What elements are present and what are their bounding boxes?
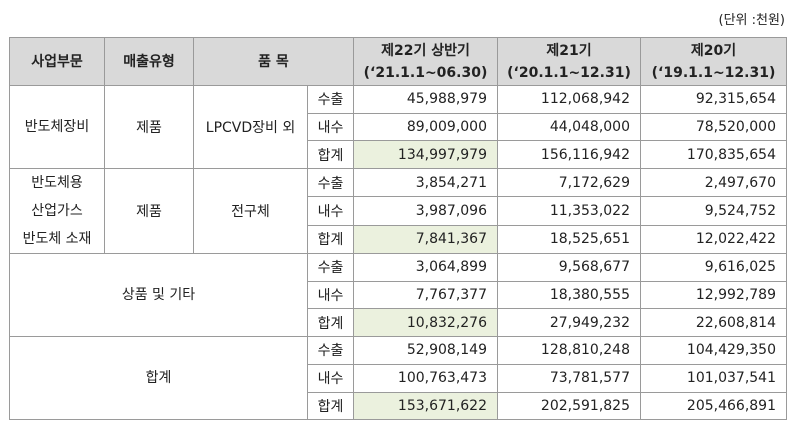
row-label: 합계 bbox=[307, 391, 354, 421]
value-cell: 112,068,942 bbox=[497, 85, 641, 114]
value-cell: 7,767,377 bbox=[353, 280, 498, 310]
value-cell: 89,009,000 bbox=[353, 112, 498, 142]
segment-line: 반도체용 bbox=[31, 175, 83, 192]
row-label: 내수 bbox=[307, 112, 354, 142]
table-row: 반도체용 산업가스 반도체 소재 제품 전구체 수출 3,854,271 7,172,629 2… bbox=[9, 168, 787, 255]
table-row: 내수 89,009,000 44,048,000 78,520,000 bbox=[10, 112, 787, 142]
row-label: 합계 bbox=[307, 140, 354, 170]
value-cell: 3,064,899 bbox=[353, 253, 498, 282]
segment-line: 반도체 소재 bbox=[22, 231, 92, 248]
value-cell: 2,497,670 bbox=[640, 168, 787, 198]
value-cell: 134,997,979 bbox=[353, 140, 498, 170]
value-cell: 153,671,622 bbox=[353, 391, 498, 421]
segment-cell: 반도체장비 bbox=[9, 84, 105, 170]
table-row: 합계 134,997,979 156,116,942 170,835,654 bbox=[10, 140, 787, 170]
value-cell: 3,854,271 bbox=[353, 168, 498, 198]
table-row: 합계 7,841,367 18,525,651 12,022,422 bbox=[10, 224, 787, 255]
value-cell: 45,988,979 bbox=[353, 85, 498, 114]
value-cell: 7,841,367 bbox=[353, 224, 498, 255]
segment-line: 산업가스 bbox=[31, 203, 83, 220]
row-label: 내수 bbox=[307, 196, 354, 226]
unit-note: (단위 :천원) bbox=[718, 13, 786, 28]
row-label: 합계 bbox=[307, 308, 354, 338]
row-label: 수출 bbox=[307, 85, 354, 114]
period-title: 제20기 bbox=[690, 42, 737, 59]
period-header: 제22기 상반기 (‘21.1.1~06.30) bbox=[353, 37, 498, 86]
segment-cell: 합계 bbox=[9, 336, 308, 421]
value-cell: 156,116,942 bbox=[497, 140, 641, 170]
value-cell: 104,429,350 bbox=[640, 336, 787, 365]
table-row: 내수 3,987,096 11,353,022 9,524,752 bbox=[10, 196, 787, 226]
value-cell: 205,466,891 bbox=[640, 391, 787, 421]
table-row: 반도체장비 제품 LPCVD장비 외 수출 45,988,979 112,068,942 9… bbox=[9, 84, 787, 170]
value-cell: 170,835,654 bbox=[640, 140, 787, 170]
row-label: 수출 bbox=[307, 253, 354, 282]
row-label: 수출 bbox=[307, 336, 354, 365]
segment-line: 상품 및 기타 bbox=[121, 287, 196, 304]
value-cell: 101,037,541 bbox=[640, 363, 787, 393]
sales-table: 사업부문 매출유형 품 목 제22기 상반기 (‘21.1.1~06.30) 제21기 (‘… bbox=[9, 37, 787, 421]
period-range: (‘19.1.1~12.31) bbox=[651, 64, 776, 81]
value-cell: 9,568,677 bbox=[497, 253, 641, 282]
value-cell: 22,608,814 bbox=[640, 308, 787, 338]
value-cell: 12,022,422 bbox=[640, 224, 787, 255]
header-row: 사업부문 매출유형 품 목 제22기 상반기 (‘21.1.1~06.30) 제21기 (‘… bbox=[9, 37, 787, 86]
value-cell: 11,353,022 bbox=[497, 196, 641, 226]
period-header: 제21기 (‘20.1.1~12.31) bbox=[497, 37, 641, 86]
row-label: 내수 bbox=[307, 363, 354, 393]
row-label: 수출 bbox=[307, 168, 354, 198]
table-body: 반도체장비 제품 LPCVD장비 외 수출 45,988,979 112,068,942 9… bbox=[9, 84, 787, 421]
value-cell: 202,591,825 bbox=[497, 391, 641, 421]
segment-line: 합계 bbox=[145, 370, 172, 387]
table-row: 내수 100,763,473 73,781,577 101,037,541 bbox=[10, 363, 787, 393]
header-cell: 사업부문 bbox=[9, 37, 105, 86]
item-cell: LPCVD장비 외 bbox=[193, 84, 308, 170]
value-cell: 44,048,000 bbox=[497, 112, 641, 142]
period-header: 제20기 (‘19.1.1~12.31) bbox=[640, 37, 787, 86]
period-title: 제21기 bbox=[546, 42, 592, 59]
value-cell: 78,520,000 bbox=[640, 112, 787, 142]
value-cell: 9,616,025 bbox=[640, 253, 787, 282]
value-cell: 100,763,473 bbox=[353, 363, 498, 393]
value-cell: 18,525,651 bbox=[497, 224, 641, 255]
type-cell: 제품 bbox=[104, 84, 194, 170]
period-title: 제22기 상반기 bbox=[381, 42, 470, 59]
value-cell: 10,832,276 bbox=[353, 308, 498, 338]
value-cell: 3,987,096 bbox=[353, 196, 498, 226]
segment-cell: 상품 및 기타 bbox=[9, 253, 308, 338]
value-cell: 27,949,232 bbox=[497, 308, 641, 338]
type-cell: 제품 bbox=[104, 168, 194, 255]
header-cell: 매출유형 bbox=[104, 37, 194, 86]
period-range: (‘20.1.1~12.31) bbox=[507, 64, 631, 81]
value-cell: 92,315,654 bbox=[640, 85, 787, 114]
period-range: (‘21.1.1~06.30) bbox=[363, 64, 488, 81]
table-row: 합계 수출 52,908,149 128,810,248 104,429,350 bbox=[9, 336, 787, 421]
value-cell: 7,172,629 bbox=[497, 168, 641, 198]
value-cell: 12,992,789 bbox=[640, 280, 787, 310]
header-cell: 품 목 bbox=[193, 37, 354, 86]
table-row: 내수 7,767,377 18,380,555 12,992,789 bbox=[10, 280, 787, 310]
segment-line: 반도체장비 bbox=[24, 119, 90, 136]
value-cell: 128,810,248 bbox=[497, 336, 641, 365]
value-cell: 18,380,555 bbox=[497, 280, 641, 310]
row-label: 합계 bbox=[307, 224, 354, 255]
table-row: 합계 153,671,622 202,591,825 205,466,891 bbox=[10, 391, 787, 421]
value-cell: 52,908,149 bbox=[353, 336, 498, 365]
row-label: 내수 bbox=[307, 280, 354, 310]
table-header: 사업부문 매출유형 품 목 제22기 상반기 (‘21.1.1~06.30) 제21기 (‘… bbox=[9, 37, 787, 86]
item-cell: 전구체 bbox=[193, 168, 308, 255]
table-row: 상품 및 기타 수출 3,064,899 9,568,677 9,616,025 bbox=[9, 253, 787, 338]
value-cell: 9,524,752 bbox=[640, 196, 787, 226]
value-cell: 73,781,577 bbox=[497, 363, 641, 393]
